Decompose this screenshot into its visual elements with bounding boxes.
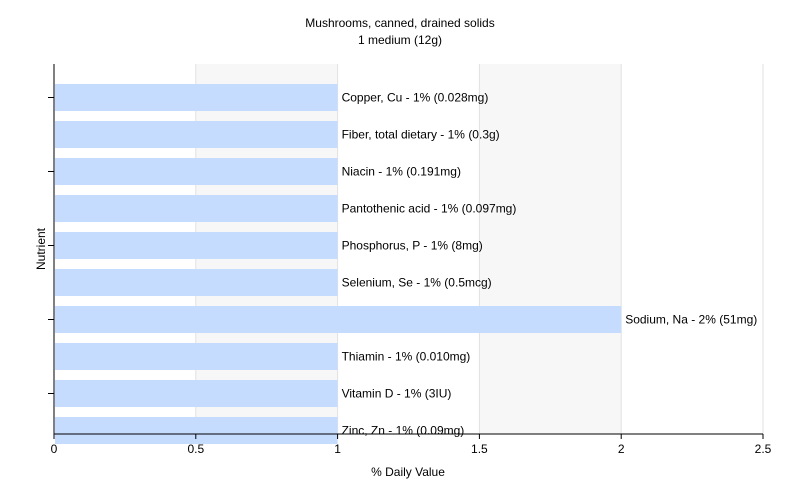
data-label: Thiamin - 1% (0.010mg) [342, 350, 471, 364]
data-label: Zinc, Zn - 1% (0.09mg) [342, 424, 465, 438]
x-tick-label: 1.5 [471, 442, 488, 456]
chart-title: Mushrooms, canned, drained solids [305, 16, 494, 30]
x-tick-label: 0.5 [187, 442, 204, 456]
x-tick-label: 1 [334, 442, 341, 456]
plot-band [621, 64, 763, 434]
plot-band [479, 64, 622, 434]
data-label: Vitamin D - 1% (3IU) [342, 387, 452, 401]
data-label: Phosphorus, P - 1% (8mg) [342, 239, 483, 253]
data-label: Pantothenic acid - 1% (0.097mg) [342, 202, 517, 216]
data-label: Fiber, total dietary - 1% (0.3g) [342, 128, 500, 142]
data-label: Copper, Cu - 1% (0.028mg) [342, 91, 489, 105]
chart-subtitle: 1 medium (12g) [358, 33, 442, 47]
bar [55, 343, 338, 370]
y-axis-label: Nutrient [34, 227, 48, 270]
data-label: Niacin - 1% (0.191mg) [342, 165, 461, 179]
x-tick-label: 2.5 [755, 442, 772, 456]
bar [55, 417, 338, 444]
data-labels-group: Copper, Cu - 1% (0.028mg) Fiber, total di… [342, 91, 758, 438]
data-label: Sodium, Na - 2% (51mg) [625, 313, 757, 327]
bar [55, 380, 338, 407]
bar [55, 121, 338, 148]
bar [55, 306, 622, 333]
bar [55, 158, 338, 185]
x-tick-label: 2 [618, 442, 625, 456]
bars-group [55, 84, 622, 444]
bar [55, 232, 338, 259]
axes-group: 0 0.5 1 1.5 2 2.5 [48, 64, 772, 456]
bar [55, 195, 338, 222]
plot-band [337, 64, 480, 434]
bar [55, 269, 338, 296]
data-label: Selenium, Se - 1% (0.5mcg) [342, 276, 492, 290]
x-tick-label: 0 [51, 442, 58, 456]
bar [55, 84, 338, 111]
x-axis-label: % Daily Value [371, 465, 445, 479]
